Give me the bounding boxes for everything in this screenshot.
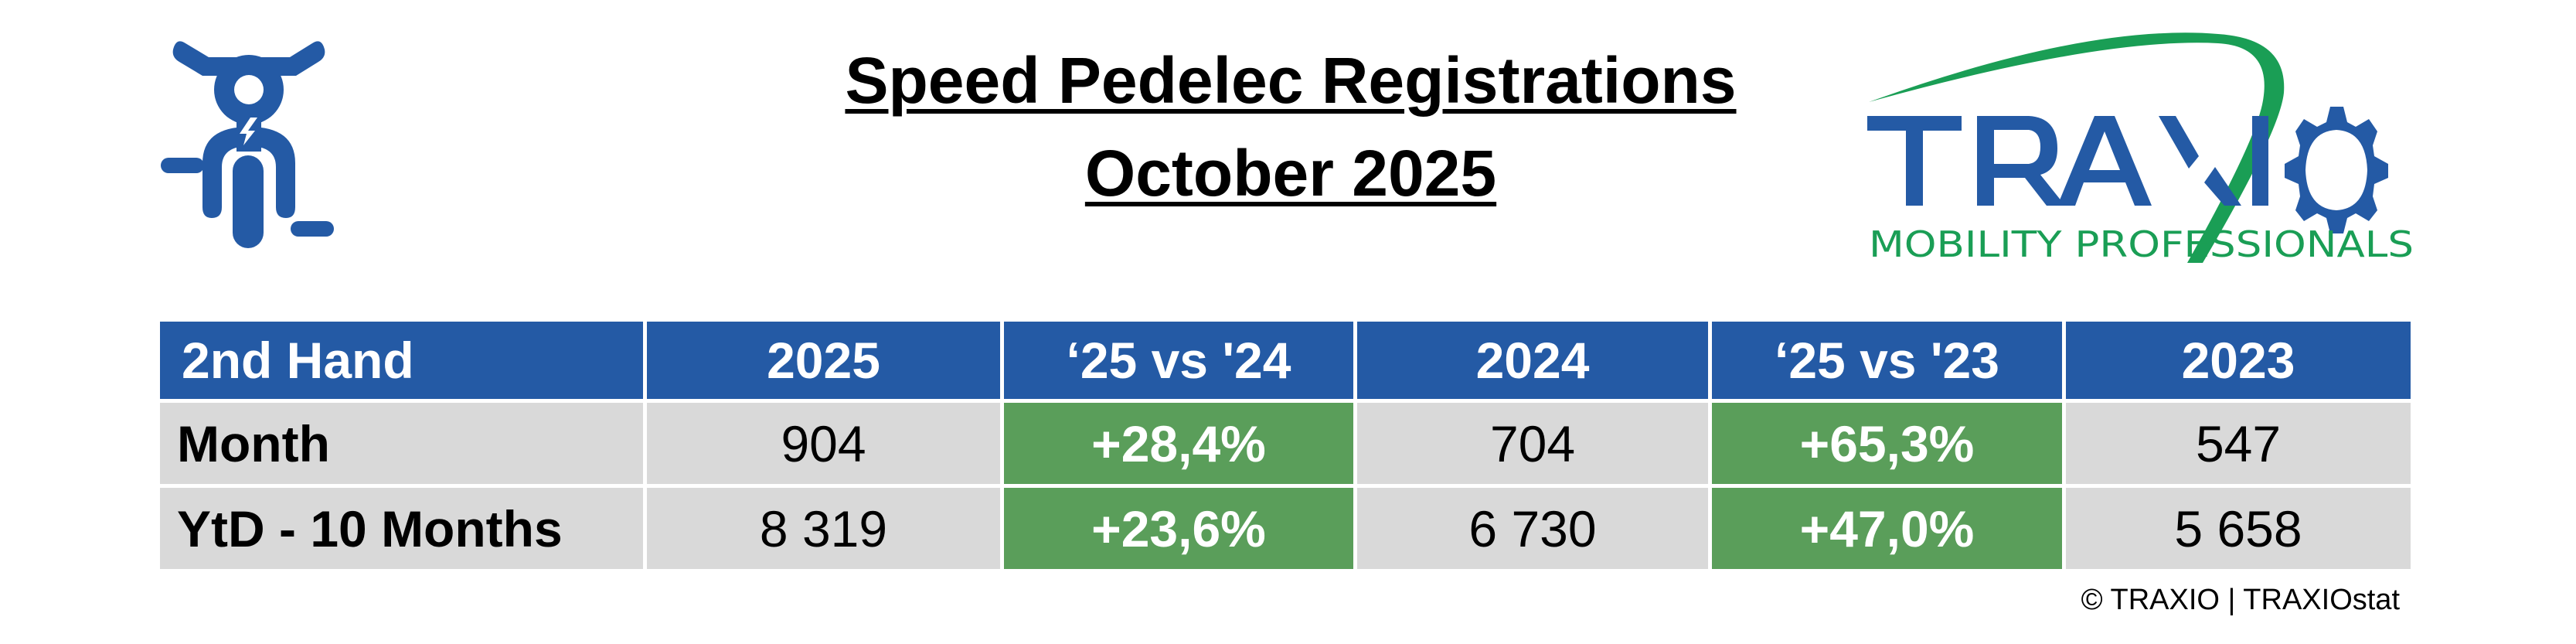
change-25-vs-23: +65,3% bbox=[1712, 403, 2062, 484]
registrations-table: 2nd Hand 2025 ‘25 vs '24 2024 ‘25 vs '23… bbox=[156, 318, 2414, 573]
header-2024: 2024 bbox=[1357, 322, 1708, 399]
table-row-month: Month 904 +28,4% 704 +65,3% 547 bbox=[160, 403, 2411, 484]
header-25-vs-23: ‘25 vs '23 bbox=[1712, 322, 2062, 399]
speed-pedelec-icon bbox=[161, 41, 334, 248]
change-25-vs-24: +23,6% bbox=[1004, 488, 1353, 569]
page-title: Speed Pedelec Registrations bbox=[845, 44, 1737, 117]
value-2025: 904 bbox=[647, 403, 1000, 484]
logo-tagline: MOBILITY PROFESSIONALS bbox=[1869, 223, 2414, 265]
value-2024: 704 bbox=[1357, 403, 1708, 484]
copyright-footer: © TRAXIO | TRAXIOstat bbox=[2081, 584, 2400, 616]
header-2023: 2023 bbox=[2066, 322, 2411, 399]
change-25-vs-24: +28,4% bbox=[1004, 403, 1353, 484]
traxio-logo: MOBILITY PROFESSIONALS bbox=[1867, 32, 2414, 265]
header-25-vs-24: ‘25 vs '24 bbox=[1004, 322, 1353, 399]
table-row-ytd: YtD - 10 Months 8 319 +23,6% 6 730 +47,0… bbox=[160, 488, 2411, 569]
row-label: YtD - 10 Months bbox=[160, 488, 643, 569]
page-subtitle: October 2025 bbox=[1084, 137, 1497, 210]
value-2024: 6 730 bbox=[1357, 488, 1708, 569]
change-25-vs-23: +47,0% bbox=[1712, 488, 2062, 569]
header-2025: 2025 bbox=[647, 322, 1000, 399]
row-label: Month bbox=[160, 403, 643, 484]
value-2023: 5 658 bbox=[2066, 488, 2411, 569]
table-header-row: 2nd Hand 2025 ‘25 vs '24 2024 ‘25 vs '23… bbox=[160, 322, 2411, 399]
header-category: 2nd Hand bbox=[160, 322, 643, 399]
value-2023: 547 bbox=[2066, 403, 2411, 484]
value-2025: 8 319 bbox=[647, 488, 1000, 569]
